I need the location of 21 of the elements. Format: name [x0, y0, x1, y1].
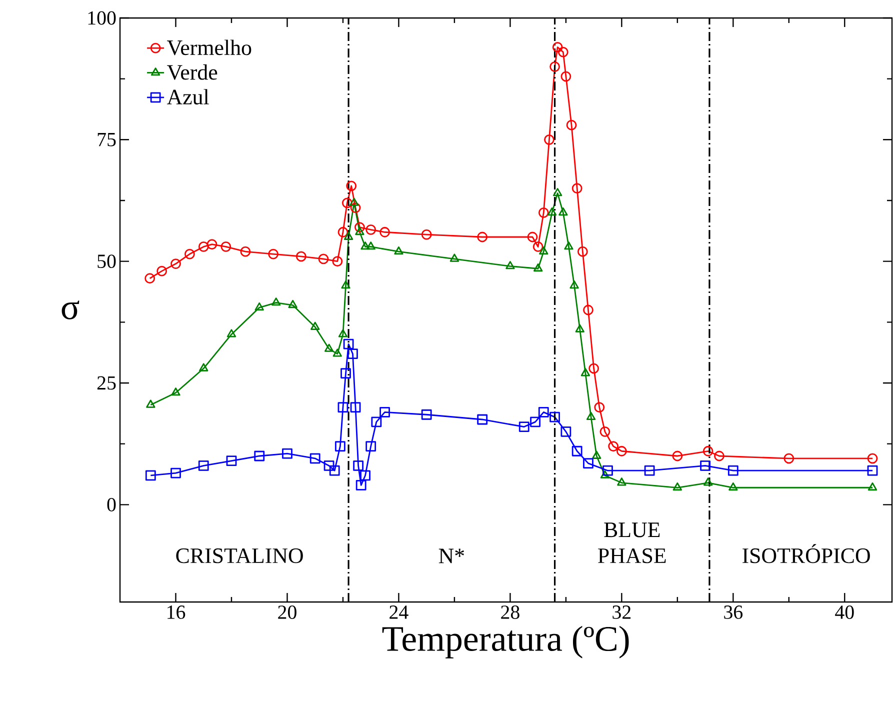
x-tick-label: 20 [278, 606, 296, 619]
y-tick-label: 50 [98, 254, 116, 268]
legend-label: Verde [166, 64, 218, 80]
x-tick-label: 32 [612, 606, 631, 619]
x-axis-title: Temperatura (ºC) [382, 626, 629, 658]
annotation: ISOTRÓPICO [742, 544, 870, 564]
x-tick-label: 40 [835, 606, 854, 619]
legend-label: Vermelho [166, 40, 252, 56]
x-tick-label: 28 [501, 606, 520, 619]
x-tick-label: 24 [390, 606, 408, 619]
annotation: N* [438, 548, 464, 564]
y-tick-label: 75 [98, 133, 116, 146]
y-tick-label: 100 [88, 11, 116, 25]
y-axis-title: σ [62, 300, 80, 320]
y-tick-label: 0 [107, 498, 116, 512]
y-tick-label: 25 [97, 376, 116, 390]
annotation: CRISTALINO [176, 548, 303, 564]
x-tick-label: 16 [168, 606, 186, 619]
legend-label: Azul [166, 89, 209, 104]
annotation: BLUE PHASE [598, 522, 666, 564]
x-tick-label: 36 [724, 606, 743, 619]
